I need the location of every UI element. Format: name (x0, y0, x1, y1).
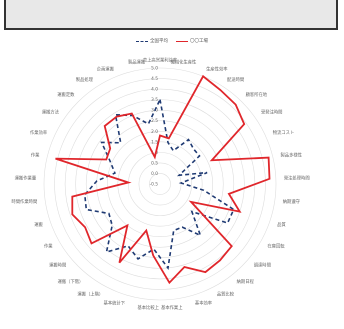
category-label: 品質比較 (217, 291, 235, 298)
category-label: 配送時間 (227, 76, 244, 83)
radial-tick-label: 2.0 (151, 129, 158, 135)
grid-ring-8 (75, 99, 245, 269)
category-label: 納期遵守 (283, 198, 301, 205)
radial-tick-label: -0.5 (150, 182, 159, 188)
radial-tick-label: 0.0 (151, 171, 158, 177)
category-label: 基本効率 (195, 299, 213, 306)
category-label: 運搬 (34, 221, 43, 228)
radial-tick-label: 3.5 (151, 97, 158, 103)
category-label: 基本比較上 (137, 304, 159, 311)
category-label: 納期日程 (237, 278, 255, 285)
grid-ring-9 (64, 88, 256, 280)
category-label: 調達時間 (254, 262, 271, 269)
category-label: 作業 (44, 243, 53, 250)
category-label: 基本統計下 (104, 299, 126, 306)
radar-chart: -0.50.00.51.01.52.02.53.03.54.04.55.0売上高… (11, 57, 310, 311)
radial-tick-label: 1.5 (151, 139, 158, 145)
radial-tick-label: 2.5 (151, 118, 158, 124)
radial-tick-label: 1.0 (151, 150, 158, 156)
radial-tick-label: 4.0 (151, 87, 158, 93)
chart-legend: 全国平均 〇〇工場 (0, 38, 344, 44)
category-label: 運搬定数 (57, 91, 75, 98)
radial-tick-label: 0.5 (151, 160, 158, 166)
grid-ring-2 (138, 162, 182, 206)
legend-item-factory: 〇〇工場 (176, 38, 208, 44)
category-label: 作業効率 (30, 129, 48, 136)
category-label: 製品多様性 (281, 151, 303, 158)
category-label: 製品運搬 (128, 59, 146, 66)
grid-ring-6 (96, 120, 224, 248)
grid-ring-3 (128, 152, 192, 216)
category-label: 受発注時間 (261, 109, 282, 116)
category-label: 運搬（上階） (77, 291, 103, 298)
grid-ring-4 (117, 141, 203, 227)
category-label: 生産性効率 (206, 65, 228, 72)
radial-tick-label: 5.0 (151, 66, 158, 72)
chart-title-panel (4, 0, 338, 30)
category-label: 物流コスト (273, 129, 294, 136)
category-label: 作業 (31, 151, 40, 158)
grid-ring-5 (106, 130, 214, 238)
legend-label-average: 全国平均 (150, 39, 168, 44)
category-label: 運搬（下階） (58, 278, 84, 285)
category-label: 顧客所在地 (246, 91, 268, 98)
legend-item-average: 全国平均 (136, 38, 168, 44)
legend-dashed-line-icon (136, 40, 148, 42)
category-label: 時間作業時間 (11, 198, 37, 205)
category-label: 品質 (277, 221, 286, 228)
category-label: 発注処理時間 (284, 175, 310, 182)
category-label: 機械化生産性 (171, 59, 197, 66)
category-label: 運搬方法 (42, 109, 60, 116)
category-label: 在庫回転 (267, 243, 285, 250)
grid-ring-11 (43, 67, 277, 301)
category-label: 売上高営業利益率 (143, 57, 178, 64)
category-label: 製品処理 (76, 76, 94, 83)
grid-ring-10 (54, 78, 266, 290)
category-label: 運搬時間 (49, 262, 66, 269)
radial-tick-label: 4.5 (151, 76, 158, 82)
category-label: 基本作業上 (161, 304, 183, 311)
legend-label-factory: 〇〇工場 (190, 39, 208, 44)
series-line-1 (55, 74, 271, 285)
category-label: 企画運搬 (97, 65, 115, 72)
grid-ring-1 (149, 173, 171, 195)
series-line-0 (83, 97, 235, 271)
legend-solid-line-icon (176, 40, 188, 42)
category-label: 運搬作業量 (15, 175, 37, 182)
